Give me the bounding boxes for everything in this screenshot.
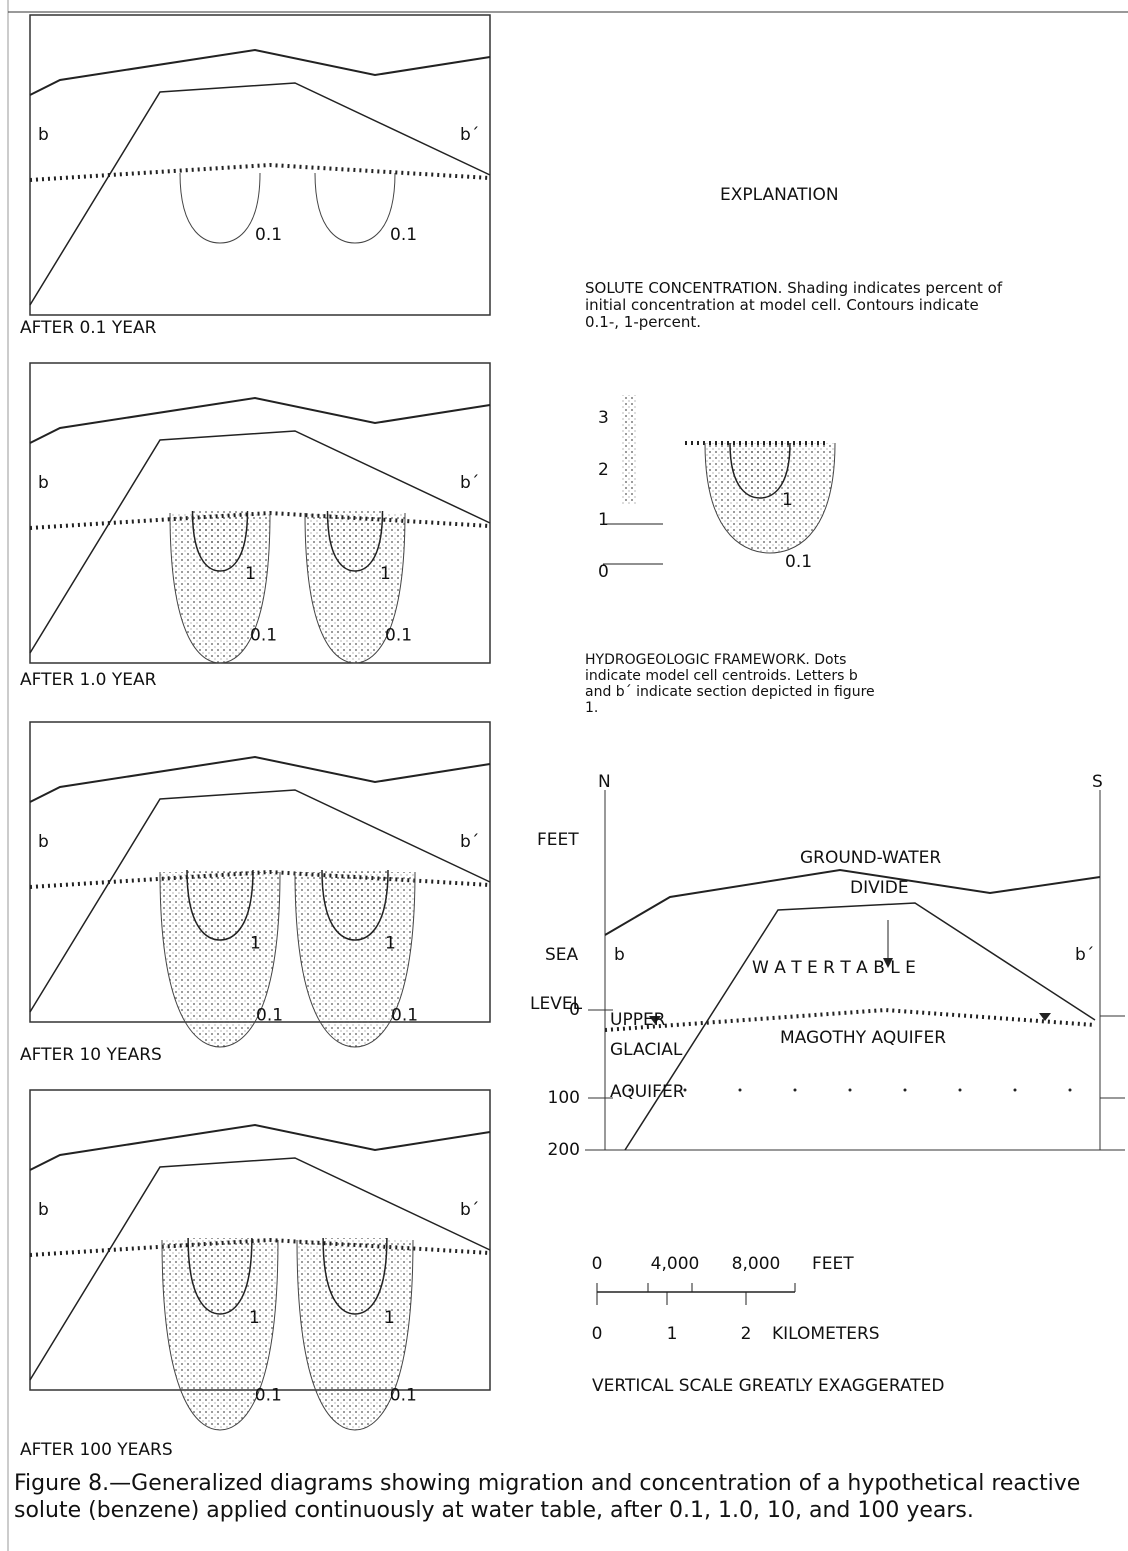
cell-centroid <box>739 1089 742 1092</box>
section-label: b <box>614 945 625 965</box>
contour-label: 1 <box>380 564 391 584</box>
left-label: b <box>38 1200 49 1220</box>
water-table <box>605 1010 1095 1030</box>
section-label: N <box>598 772 611 792</box>
contour-0-1 <box>315 173 395 243</box>
contour-label: 1 <box>385 934 396 954</box>
cell-centroid <box>849 1089 852 1092</box>
contour-label: 1 <box>249 1308 260 1328</box>
contour-label: 0.1 <box>256 1005 283 1025</box>
contour-label: 1 <box>250 934 261 954</box>
contour-label: 1 <box>245 564 256 584</box>
cell-centroid <box>794 1089 797 1092</box>
panel-caption: AFTER 1.0 YEAR <box>20 670 157 690</box>
section-label: b´ <box>1075 945 1094 965</box>
ground-surface <box>30 50 490 95</box>
panel-caption: AFTER 100 YEARS <box>20 1440 173 1460</box>
section-label: S <box>1092 772 1103 792</box>
ground-surface <box>30 1125 490 1170</box>
right-label: b´ <box>460 1200 479 1220</box>
section-label: DIVIDE <box>850 878 909 898</box>
contour-label: 1 <box>384 1308 395 1328</box>
legend-contour-label: 1 <box>782 490 793 510</box>
contour-label: 0.1 <box>255 1386 282 1406</box>
contour-label: 0.1 <box>385 626 412 646</box>
section-label: UPPER <box>610 1010 666 1030</box>
scale-note: VERTICAL SCALE GREATLY EXAGGERATED <box>592 1376 945 1396</box>
cell-centroid <box>959 1089 962 1092</box>
panel-frame <box>30 15 490 315</box>
scale-label: 1 <box>667 1324 678 1344</box>
section-label: W A T E R T A B L E <box>752 958 916 978</box>
section-label: GLACIAL <box>610 1040 683 1060</box>
aquifer-boundary <box>625 903 1095 1150</box>
page: b b´ 0.1 0.1 AFTER 0.1 YEAR b b´ 1 0.1 1 0.1 AFTER … <box>0 0 1128 1551</box>
scale-label: 0 <box>592 1254 603 1274</box>
contour-label: 0.1 <box>390 1386 417 1406</box>
explanation-title: EXPLANATION <box>720 185 839 205</box>
cell-centroid <box>904 1089 907 1092</box>
contour-label: 0.1 <box>250 626 277 646</box>
left-label: b <box>38 125 49 145</box>
depth-label: 200 <box>548 1140 580 1160</box>
contour-0-1 <box>180 173 260 243</box>
shade-bar <box>622 395 636 505</box>
panel-caption: AFTER 10 YEARS <box>20 1045 162 1065</box>
legend-contour-label: 0.1 <box>785 552 812 572</box>
section-label: FEET <box>537 830 579 850</box>
scale-label: 0 <box>592 1324 603 1344</box>
section-label: AQUIFER <box>610 1082 685 1102</box>
scale-label: 3 <box>598 408 609 428</box>
framework-text: HYDROGEOLOGIC FRAMEWORK. Dots indicate m… <box>585 652 875 716</box>
scale-label: 4,000 <box>651 1254 700 1274</box>
depth-label: 100 <box>548 1088 580 1108</box>
contour-label: 0.1 <box>255 225 282 245</box>
right-label: b´ <box>460 473 479 493</box>
right-label: b´ <box>460 125 479 145</box>
ground-surface <box>30 398 490 443</box>
depth-label: 0 <box>569 1000 580 1020</box>
panel-caption: AFTER 0.1 YEAR <box>20 318 157 338</box>
scale-label: 2 <box>598 460 609 480</box>
contour-label: 0.1 <box>390 225 417 245</box>
scale-label: 0 <box>598 562 609 582</box>
figure: b b´ 0.1 0.1 AFTER 0.1 YEAR b b´ 1 0.1 1 0.1 AFTER … <box>0 0 1128 1551</box>
section-label: MAGOTHY AQUIFER <box>780 1028 946 1048</box>
left-label: b <box>38 832 49 852</box>
solute-text: SOLUTE CONCENTRATION. Shading indicates … <box>585 280 1005 331</box>
section-label: GROUND-WATER <box>800 848 941 868</box>
section-label: SEA <box>545 945 579 965</box>
scale-label: 1 <box>598 510 609 530</box>
aquifer-boundary <box>30 83 490 305</box>
ground-surface <box>30 757 490 802</box>
scale-label: 8,000 <box>732 1254 781 1274</box>
figure-caption: Figure 8.—Generalized diagrams showing m… <box>14 1470 1119 1524</box>
scale-unit: KILOMETERS <box>772 1324 880 1344</box>
cell-centroid <box>1069 1089 1072 1092</box>
right-label: b´ <box>460 832 479 852</box>
left-label: b <box>38 473 49 493</box>
scale-label: 2 <box>741 1324 752 1344</box>
cell-centroid <box>1014 1089 1017 1092</box>
contour-label: 0.1 <box>391 1005 418 1025</box>
scale-unit: FEET <box>812 1254 854 1274</box>
